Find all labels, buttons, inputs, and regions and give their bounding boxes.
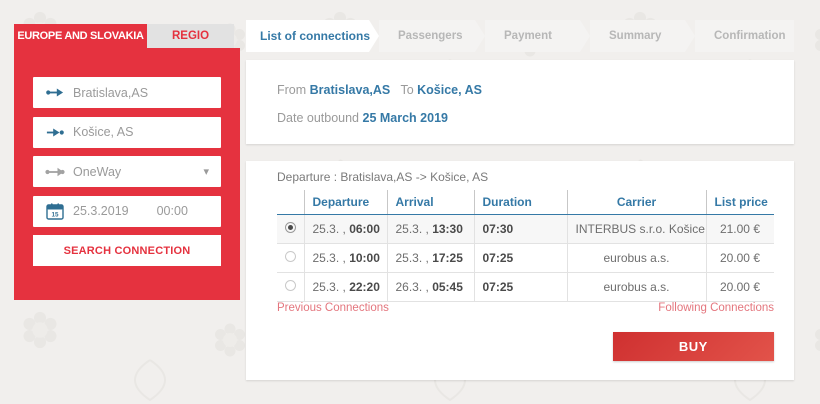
svg-text:15: 15 xyxy=(51,212,59,219)
